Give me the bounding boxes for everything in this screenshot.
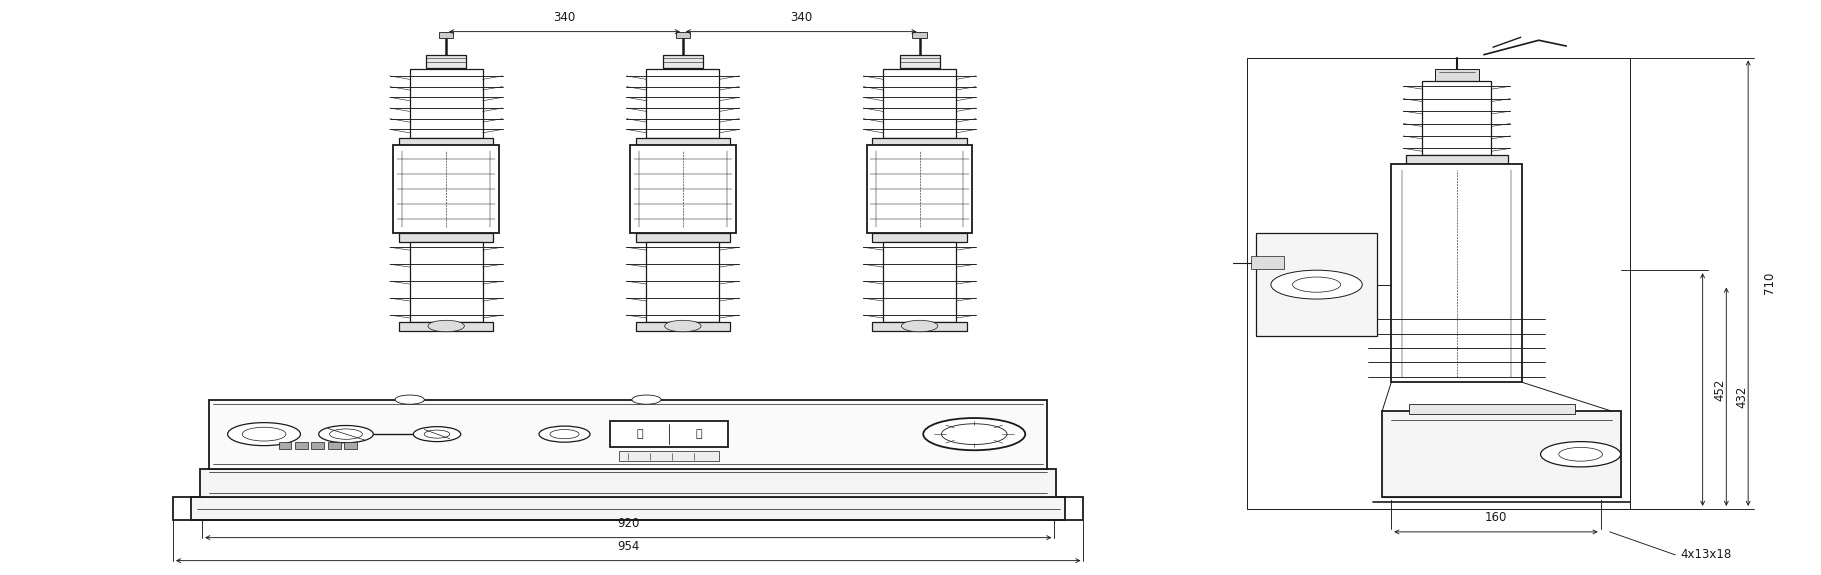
Bar <box>663 55 703 68</box>
Circle shape <box>319 426 373 443</box>
Circle shape <box>1541 442 1621 467</box>
Bar <box>209 400 1047 469</box>
Circle shape <box>395 395 424 404</box>
Bar <box>883 69 956 138</box>
Circle shape <box>665 320 701 332</box>
Circle shape <box>428 320 464 332</box>
Bar <box>872 322 967 331</box>
Bar <box>1391 164 1522 382</box>
Bar <box>295 442 308 448</box>
Bar <box>393 145 499 233</box>
Text: 4x13x18: 4x13x18 <box>1681 549 1732 561</box>
Circle shape <box>539 426 590 442</box>
Circle shape <box>1271 270 1362 299</box>
Circle shape <box>901 320 938 332</box>
Text: 340: 340 <box>554 11 575 24</box>
Bar <box>279 442 291 448</box>
Bar <box>676 32 690 38</box>
Bar <box>191 497 1065 520</box>
Bar <box>1247 58 1630 509</box>
Bar <box>1406 155 1508 164</box>
Text: 452: 452 <box>1714 378 1726 401</box>
Bar <box>636 322 730 331</box>
Bar <box>426 55 466 68</box>
Bar <box>328 442 341 448</box>
Bar <box>311 442 324 448</box>
Bar <box>439 32 453 38</box>
Text: 分: 分 <box>636 429 643 439</box>
Bar <box>344 442 357 448</box>
Bar <box>1251 256 1284 269</box>
Text: 954: 954 <box>617 540 639 553</box>
Bar <box>636 233 730 242</box>
Bar <box>646 69 719 138</box>
Circle shape <box>923 418 1025 450</box>
Bar <box>619 451 719 461</box>
Circle shape <box>228 423 300 446</box>
Text: 710: 710 <box>1763 272 1775 294</box>
Bar <box>1422 81 1491 155</box>
Bar <box>867 145 972 233</box>
Bar <box>630 145 736 233</box>
Bar <box>900 55 940 68</box>
Circle shape <box>242 427 286 441</box>
Bar <box>200 469 1056 497</box>
Text: 合: 合 <box>696 429 703 439</box>
Bar <box>872 138 967 145</box>
Bar <box>1256 233 1377 336</box>
Bar <box>410 242 483 322</box>
Bar <box>636 138 730 145</box>
Bar <box>399 233 493 242</box>
Text: 432: 432 <box>1735 386 1748 408</box>
Bar <box>1435 69 1479 81</box>
Text: 160: 160 <box>1484 511 1508 524</box>
Bar <box>1382 411 1621 497</box>
Bar <box>912 32 927 38</box>
Circle shape <box>632 395 661 404</box>
Text: 920: 920 <box>617 517 639 530</box>
Bar <box>399 138 493 145</box>
Bar <box>1409 404 1575 414</box>
Bar <box>872 233 967 242</box>
Bar <box>883 242 956 322</box>
Bar <box>646 242 719 322</box>
Bar <box>173 497 1083 520</box>
Circle shape <box>413 427 461 442</box>
Bar <box>410 69 483 138</box>
Bar <box>399 322 493 331</box>
Text: 340: 340 <box>790 11 812 24</box>
Bar <box>610 421 728 447</box>
